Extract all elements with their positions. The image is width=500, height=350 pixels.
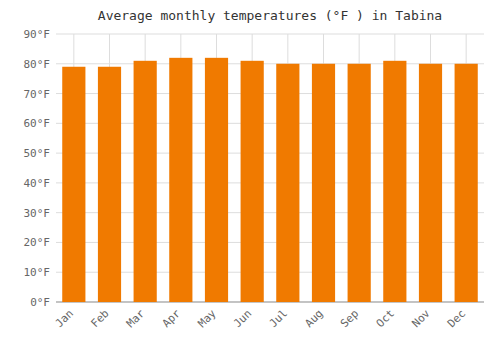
bar [205,58,228,302]
bar [62,67,85,302]
y-tick-label: 90°F [24,28,51,41]
y-tick-label: 20°F [24,236,51,249]
bars [62,58,478,302]
bar [241,61,264,302]
x-tick-label: Jan [53,307,76,330]
x-tick-label: Mar [124,307,148,331]
x-tick-label: Dec [445,307,468,330]
bar [419,64,442,302]
x-tick-label: Jun [231,307,254,330]
chart: Average monthly temperatures (°F ) in Ta… [0,0,500,350]
y-tick-label: 50°F [24,147,51,160]
x-tick-label: Apr [160,307,184,331]
x-tick-label: Sep [338,307,361,330]
x-tick-label: Feb [88,307,111,330]
y-tick-label: 30°F [24,207,51,220]
y-tick-label: 10°F [24,266,51,279]
y-tick-label: 70°F [24,88,51,101]
bar [169,58,192,302]
x-tick-label: Nov [409,307,433,331]
y-tick-label: 40°F [24,177,51,190]
bar [383,61,406,302]
x-tick-label: May [195,307,219,331]
bar [455,64,478,302]
bar [134,61,157,302]
grid [56,34,484,302]
y-tick-label: 60°F [24,117,51,130]
y-tick-label: 80°F [24,58,51,71]
x-tick-label: Jul [267,307,290,330]
y-grid-line [56,34,484,35]
axes: 0°F 10°F 20°F 30°F 40°F 50°F 60°F 70°F 80°F 90°F J… [24,28,485,330]
x-tick-label: Oct [374,307,397,330]
title: Average monthly temperatures (°F ) in Ta… [98,8,442,23]
bar [98,67,121,302]
bar [348,64,371,302]
bar [312,64,335,302]
x-tick-label: Aug [302,307,325,330]
bar [276,64,299,302]
y-tick-label: 0°F [30,296,50,309]
